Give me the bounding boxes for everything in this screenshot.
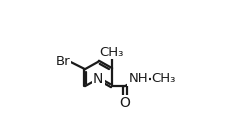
Text: CH₃: CH₃: [99, 46, 123, 59]
Text: O: O: [119, 96, 130, 110]
Text: NH: NH: [128, 72, 147, 85]
Text: N: N: [93, 72, 103, 86]
Text: CH₃: CH₃: [151, 72, 175, 85]
Text: Br: Br: [55, 55, 70, 68]
